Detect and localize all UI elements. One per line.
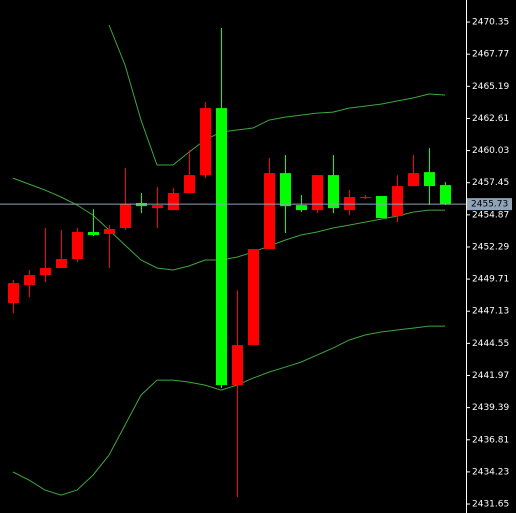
candle-body <box>216 108 227 386</box>
candle-body <box>72 232 83 260</box>
candle-body <box>328 175 339 209</box>
y-tick-label: 2434.23 <box>472 467 509 477</box>
candle-body <box>168 193 179 211</box>
y-tick-label: 2465.19 <box>472 82 509 92</box>
candle-body <box>56 259 67 269</box>
candle-body <box>280 173 291 207</box>
candle-body <box>200 108 211 176</box>
candle-body <box>424 172 435 187</box>
candle-body <box>120 204 131 229</box>
candle-body <box>440 185 451 205</box>
current-price-box <box>467 198 512 211</box>
y-tick-label: 2449.71 <box>472 275 509 285</box>
y-tick-label: 2462.61 <box>472 114 509 124</box>
y-tick-label: 2447.13 <box>472 307 509 317</box>
candle-body <box>88 232 99 236</box>
candle-body <box>40 268 51 276</box>
y-tick-label: 2431.65 <box>472 500 509 510</box>
plot-area <box>8 24 451 498</box>
candle-body <box>248 249 259 346</box>
candle-body <box>392 186 403 217</box>
candle-body <box>24 275 35 286</box>
y-tick-label: 2454.87 <box>472 210 509 220</box>
band-line <box>108 24 446 166</box>
y-tick-label: 2467.77 <box>472 50 509 60</box>
candle-body <box>360 197 371 199</box>
candle-body <box>312 175 323 211</box>
candle-body <box>344 197 355 211</box>
candle-body <box>376 196 387 219</box>
candle-body <box>296 205 307 211</box>
y-tick-label: 2470.35 <box>472 18 509 28</box>
candle-body <box>264 173 275 250</box>
candle-body <box>152 205 163 209</box>
y-tick-label: 2460.03 <box>472 146 509 156</box>
band-line <box>12 325 445 496</box>
y-tick-label: 2444.55 <box>472 339 509 349</box>
candle-body <box>104 229 115 235</box>
candle-body <box>8 283 19 304</box>
y-tick-label: 2452.29 <box>472 242 509 252</box>
y-tick-label: 2436.81 <box>472 435 509 445</box>
y-tick-label: 2439.39 <box>472 403 509 413</box>
candle-body <box>408 173 419 187</box>
candle-body <box>184 175 195 194</box>
band-line <box>12 177 445 271</box>
current-price-label: 2455.73 <box>471 200 508 210</box>
y-tick-label: 2457.45 <box>472 178 509 188</box>
candle-body <box>232 345 243 386</box>
y-tick-label: 2441.97 <box>472 371 509 381</box>
